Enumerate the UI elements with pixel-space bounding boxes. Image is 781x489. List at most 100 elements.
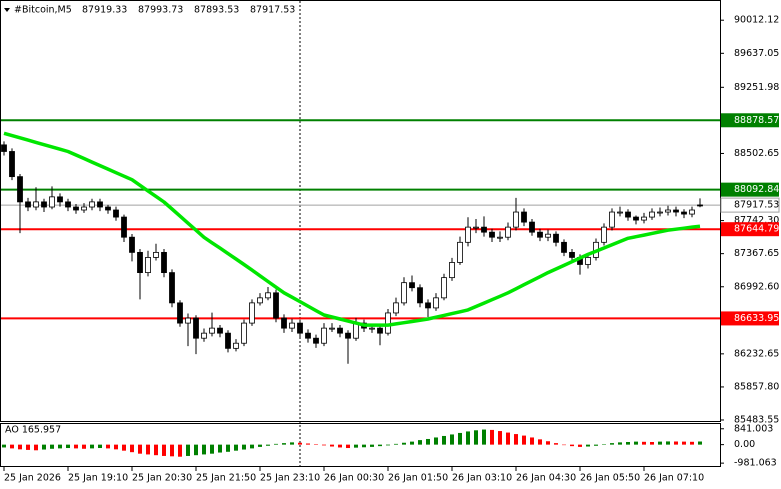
ao-bar bbox=[74, 444, 78, 449]
ao-bar bbox=[242, 444, 246, 450]
candle-body bbox=[409, 282, 415, 289]
ao-bar bbox=[42, 444, 46, 450]
ao-bar bbox=[82, 444, 86, 449]
candle-body bbox=[281, 317, 287, 329]
ao-bar bbox=[674, 441, 678, 445]
ao-bar bbox=[586, 444, 590, 447]
level-label: 87644.79 bbox=[734, 224, 779, 235]
menu-triangle bbox=[4, 8, 10, 12]
candle-body bbox=[489, 231, 495, 238]
candle-body bbox=[145, 257, 151, 274]
ao-bar bbox=[122, 444, 126, 451]
y-tick-label: 87367.65 bbox=[734, 248, 779, 259]
ao-bar bbox=[434, 437, 438, 445]
ao-bar bbox=[506, 432, 510, 445]
candle-body bbox=[641, 216, 647, 221]
x-tick-label: 26 Jan 07:10 bbox=[644, 473, 704, 484]
x-tick-label: 26 Jan 01:50 bbox=[388, 473, 448, 484]
level-label: 86633.95 bbox=[734, 313, 779, 324]
x-tick-label: 25 Jan 19:10 bbox=[68, 473, 128, 484]
candle-body bbox=[185, 317, 191, 324]
ao-bar bbox=[650, 441, 654, 445]
candle-body bbox=[401, 282, 407, 304]
candle-body bbox=[137, 251, 143, 274]
current-price-box bbox=[720, 197, 780, 213]
ao-bar bbox=[370, 444, 374, 447]
ao-bar bbox=[666, 441, 670, 445]
candle-body bbox=[449, 262, 455, 279]
ao-bar bbox=[378, 444, 382, 447]
ao-bar bbox=[618, 442, 622, 445]
candle-body bbox=[385, 312, 391, 334]
x-tick-label: 25 Jan 23:10 bbox=[260, 473, 320, 484]
x-tick-label: 26 Jan 00:30 bbox=[324, 473, 384, 484]
candle-body bbox=[177, 302, 183, 324]
candle-body bbox=[193, 317, 199, 339]
y-tick-label: 86232.65 bbox=[734, 348, 779, 359]
ao-bar bbox=[338, 444, 342, 448]
candle-body bbox=[497, 236, 503, 239]
level-box bbox=[721, 182, 779, 197]
ao-bar bbox=[330, 444, 334, 447]
candle-body bbox=[209, 327, 215, 334]
candle-body bbox=[289, 322, 295, 329]
candle-body bbox=[49, 196, 55, 208]
ao-bar bbox=[682, 441, 686, 445]
candle-body bbox=[369, 327, 375, 330]
candle-body bbox=[585, 257, 591, 265]
plot bbox=[1, 119, 720, 457]
y-tick-label: 88502.65 bbox=[734, 148, 779, 159]
candle-body bbox=[689, 209, 695, 215]
candle-body bbox=[57, 196, 63, 203]
ao-bar bbox=[602, 444, 606, 445]
candle-body bbox=[25, 201, 31, 208]
candle-body bbox=[545, 233, 551, 238]
x-tick-label: 26 Jan 05:50 bbox=[580, 473, 640, 484]
y-tick-label: 85483.55 bbox=[734, 414, 779, 425]
ao-bar bbox=[202, 444, 206, 455]
candle-body bbox=[649, 211, 655, 218]
ao-bar bbox=[530, 437, 534, 445]
candle-body bbox=[617, 211, 623, 214]
ao-bar bbox=[66, 444, 70, 449]
ao-bar bbox=[538, 439, 542, 445]
ao-bar bbox=[162, 444, 166, 456]
ao-bar bbox=[626, 441, 630, 445]
y-tick-label: 89637.05 bbox=[734, 48, 779, 59]
ao-bar bbox=[578, 444, 582, 447]
header-low: 87893.53 bbox=[194, 5, 239, 16]
ao-bar bbox=[362, 444, 366, 448]
header-close: 87917.53 bbox=[250, 5, 295, 16]
candle-body bbox=[105, 206, 111, 211]
candle-body bbox=[657, 211, 663, 214]
candle-body bbox=[665, 209, 671, 213]
ao-bar bbox=[442, 435, 446, 445]
ao-bar bbox=[314, 444, 318, 445]
ao-bar bbox=[418, 440, 422, 445]
y-tick-label: 86992.60 bbox=[734, 281, 779, 292]
candle-body bbox=[121, 216, 127, 238]
candle-body bbox=[697, 204, 703, 207]
level-label: 88878.57 bbox=[734, 115, 779, 126]
ao-bar bbox=[306, 443, 310, 445]
ao-bar bbox=[34, 444, 38, 451]
candle-body bbox=[345, 332, 351, 339]
candle-body bbox=[473, 226, 479, 229]
ao-bar bbox=[402, 442, 406, 445]
ao-bar bbox=[482, 429, 486, 445]
candle-body bbox=[537, 231, 543, 238]
ao-bar bbox=[194, 444, 198, 456]
ao-bar bbox=[154, 444, 158, 456]
candle-body bbox=[113, 209, 119, 218]
y-tick-label: 85857.80 bbox=[734, 381, 779, 392]
candle-body bbox=[257, 297, 263, 304]
ao-bar bbox=[26, 444, 30, 450]
ao-bar bbox=[466, 431, 470, 445]
ao-bar bbox=[282, 443, 286, 445]
candle-body bbox=[425, 302, 431, 309]
ao-tick-label: 0.00 bbox=[734, 439, 755, 450]
y-tick-label: 90012.12 bbox=[734, 15, 779, 26]
ao-bar bbox=[226, 444, 230, 452]
candle-body bbox=[353, 322, 359, 339]
